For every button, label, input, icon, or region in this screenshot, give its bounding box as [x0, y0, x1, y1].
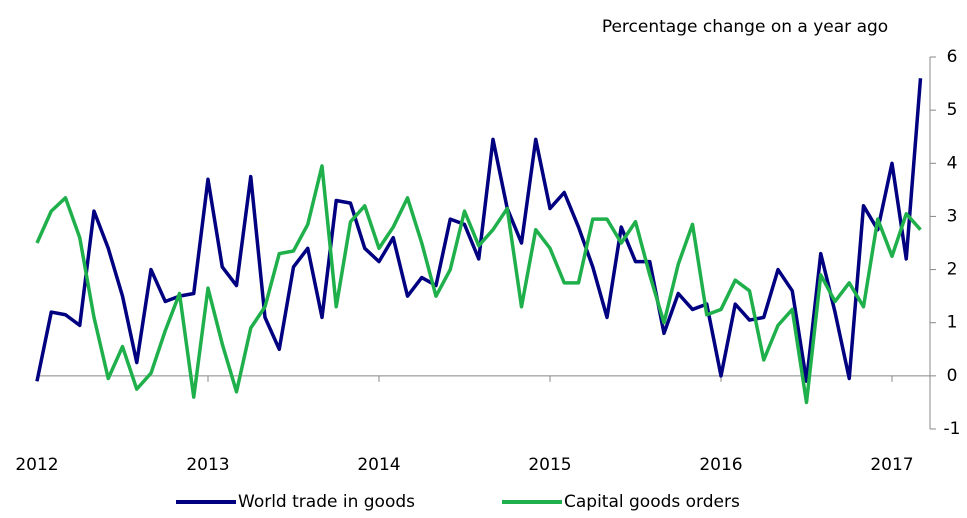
y-tick-label: 5 [947, 100, 958, 120]
y-tick-label: 0 [947, 366, 958, 386]
legend-label: World trade in goods [238, 492, 415, 512]
x-tick-label: 2016 [699, 455, 742, 475]
x-tick-label: 2015 [528, 455, 571, 475]
x-tick-label: 2013 [186, 455, 229, 475]
y-tick-label: 6 [947, 47, 958, 67]
y-tick-label: 1 [947, 313, 958, 333]
y-tick-label: 3 [947, 206, 958, 226]
y-tick-label: 4 [947, 153, 958, 173]
legend-label: Capital goods orders [564, 492, 740, 512]
chart-title: Percentage change on a year ago [602, 17, 888, 37]
x-tick-label: 2014 [357, 455, 400, 475]
x-tick-label: 2017 [870, 455, 913, 475]
y-tick-label: -1 [944, 419, 961, 439]
line-series [35, 78, 923, 383]
y-tick-label: 2 [947, 260, 958, 280]
x-tick-label: 2012 [15, 455, 58, 475]
line-series [35, 164, 922, 405]
